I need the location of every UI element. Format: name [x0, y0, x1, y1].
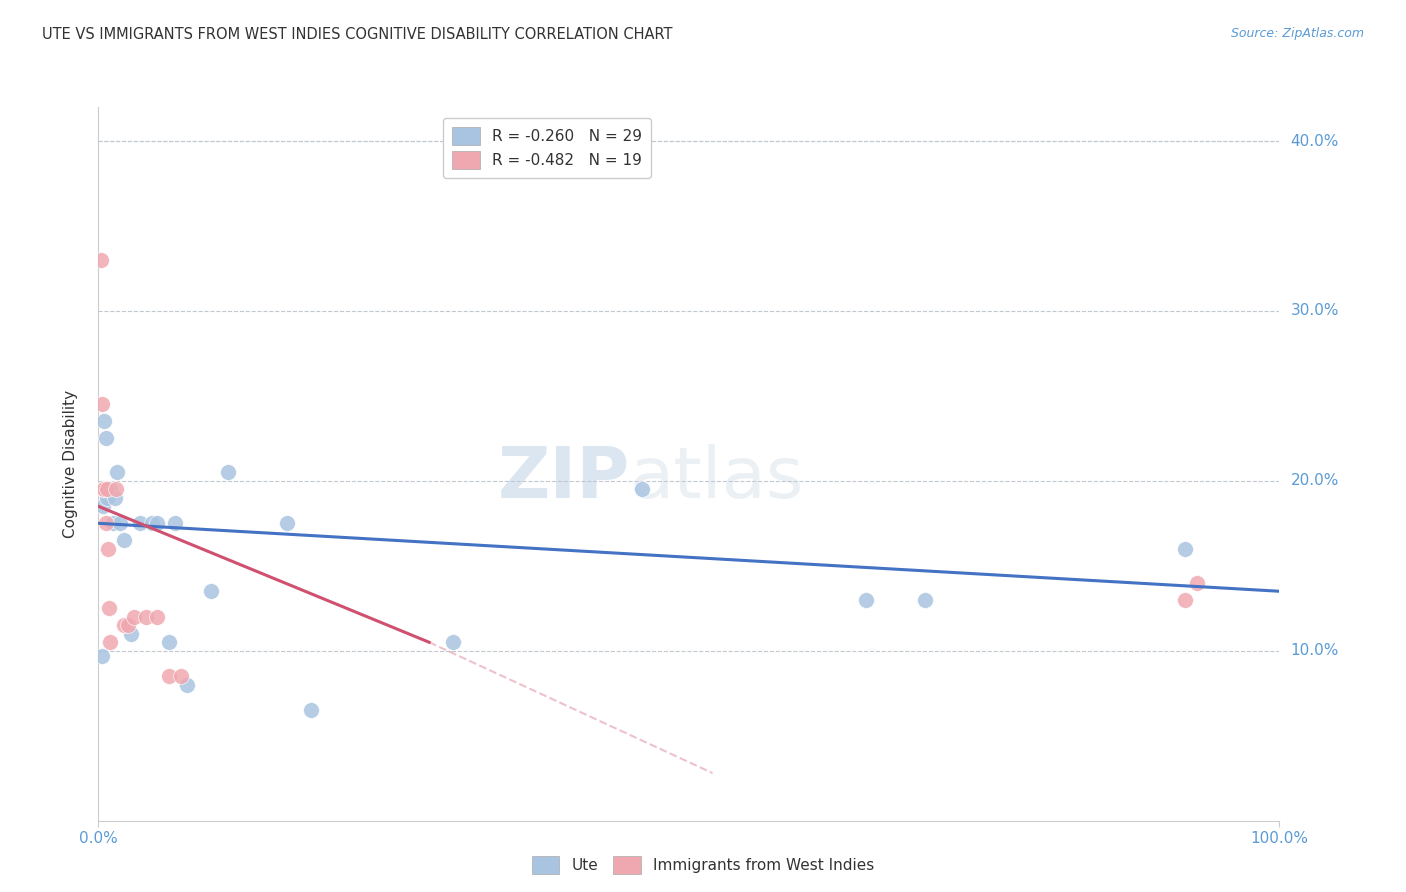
Text: 20.0%: 20.0% — [1291, 474, 1339, 488]
Point — [200, 584, 222, 599]
Point — [146, 516, 169, 531]
Point — [914, 592, 936, 607]
Point — [97, 483, 120, 497]
Point — [105, 466, 128, 480]
Point — [146, 609, 169, 624]
Point — [165, 516, 187, 531]
Point — [855, 592, 877, 607]
Point — [112, 533, 135, 548]
Point — [276, 516, 298, 531]
Point — [94, 516, 117, 531]
Point — [112, 618, 135, 632]
Point — [94, 431, 117, 445]
Point — [96, 491, 118, 505]
Point — [93, 414, 115, 428]
Point — [1174, 592, 1197, 607]
Legend: Ute, Immigrants from West Indies: Ute, Immigrants from West Indies — [526, 850, 880, 880]
Point — [91, 648, 114, 663]
Point — [141, 516, 163, 531]
Point — [98, 483, 121, 497]
Point — [105, 483, 128, 497]
Point — [1174, 541, 1197, 556]
Point — [93, 483, 115, 497]
Text: ZIP: ZIP — [498, 443, 630, 513]
Legend: R = -0.260   N = 29, R = -0.482   N = 19: R = -0.260 N = 29, R = -0.482 N = 19 — [443, 119, 651, 178]
Point — [157, 669, 180, 683]
Text: 30.0%: 30.0% — [1291, 303, 1339, 318]
Point — [217, 466, 239, 480]
Text: UTE VS IMMIGRANTS FROM WEST INDIES COGNITIVE DISABILITY CORRELATION CHART: UTE VS IMMIGRANTS FROM WEST INDIES COGNI… — [42, 27, 672, 42]
Point — [128, 516, 150, 531]
Point — [91, 500, 114, 514]
Point — [98, 601, 121, 615]
Point — [91, 483, 114, 497]
Point — [98, 483, 121, 497]
Point — [121, 626, 143, 640]
Point — [101, 516, 124, 531]
Point — [104, 491, 127, 505]
Point — [108, 516, 131, 531]
Point — [135, 609, 157, 624]
Point — [299, 703, 322, 717]
Point — [441, 635, 464, 649]
Y-axis label: Cognitive Disability: Cognitive Disability — [63, 390, 77, 538]
Point — [122, 609, 145, 624]
Text: 10.0%: 10.0% — [1291, 643, 1339, 658]
Point — [170, 669, 193, 683]
Point — [157, 635, 180, 649]
Text: atlas: atlas — [630, 443, 804, 513]
Point — [91, 397, 114, 411]
Text: 40.0%: 40.0% — [1291, 134, 1339, 149]
Point — [98, 635, 121, 649]
Point — [97, 541, 120, 556]
Point — [96, 483, 118, 497]
Point — [90, 252, 112, 267]
Point — [1185, 575, 1208, 590]
Point — [117, 618, 139, 632]
Text: Source: ZipAtlas.com: Source: ZipAtlas.com — [1230, 27, 1364, 40]
Point — [176, 678, 198, 692]
Point — [630, 483, 652, 497]
